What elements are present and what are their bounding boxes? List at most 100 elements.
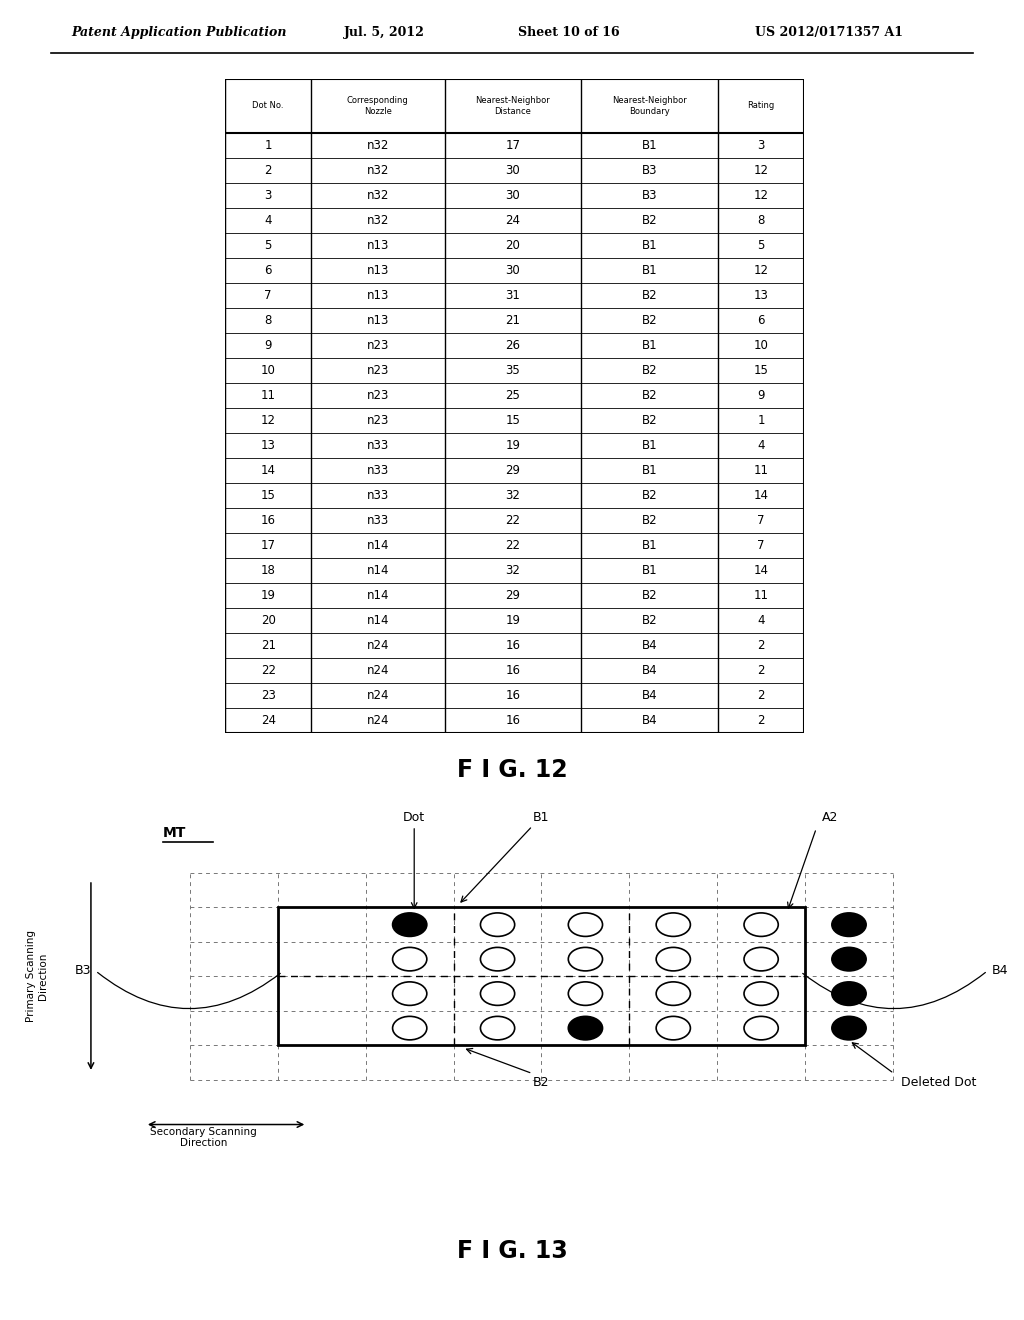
Text: n13: n13	[367, 289, 389, 302]
Text: F I G. 13: F I G. 13	[457, 1238, 567, 1263]
Text: 1: 1	[757, 413, 765, 426]
Text: B2: B2	[642, 314, 657, 327]
Text: n13: n13	[367, 314, 389, 327]
Text: 19: 19	[506, 614, 520, 627]
Text: 26: 26	[506, 339, 520, 351]
Text: 12: 12	[754, 264, 768, 277]
Ellipse shape	[744, 948, 778, 972]
Text: B1: B1	[642, 564, 657, 577]
Text: n14: n14	[367, 589, 389, 602]
Text: 21: 21	[261, 639, 275, 652]
Ellipse shape	[831, 913, 866, 936]
Text: 3: 3	[264, 189, 272, 202]
Text: B2: B2	[642, 289, 657, 302]
Text: 11: 11	[754, 463, 768, 477]
Text: 23: 23	[261, 689, 275, 702]
Ellipse shape	[392, 982, 427, 1006]
Ellipse shape	[392, 1016, 427, 1040]
Text: 15: 15	[506, 413, 520, 426]
Text: B2: B2	[642, 388, 657, 401]
Text: n14: n14	[367, 614, 389, 627]
Text: Nearest-Neighbor
Boundary: Nearest-Neighbor Boundary	[612, 96, 687, 116]
Text: B2: B2	[642, 513, 657, 527]
Text: 35: 35	[506, 364, 520, 376]
Ellipse shape	[831, 948, 866, 972]
Text: n33: n33	[367, 438, 389, 451]
Text: Dot: Dot	[403, 810, 425, 824]
Text: n33: n33	[367, 488, 389, 502]
Text: n32: n32	[367, 214, 389, 227]
Text: 16: 16	[506, 664, 520, 677]
Text: n23: n23	[367, 413, 389, 426]
Text: n32: n32	[367, 164, 389, 177]
Text: 8: 8	[264, 314, 272, 327]
Text: 12: 12	[261, 413, 275, 426]
Text: 13: 13	[261, 438, 275, 451]
Ellipse shape	[568, 1016, 602, 1040]
Text: n24: n24	[367, 689, 389, 702]
Text: 29: 29	[506, 463, 520, 477]
Text: B4: B4	[642, 639, 657, 652]
Text: n14: n14	[367, 564, 389, 577]
Text: B4: B4	[992, 964, 1009, 977]
Ellipse shape	[831, 982, 866, 1006]
Text: B1: B1	[534, 810, 550, 824]
Text: Corresponding
Nozzle: Corresponding Nozzle	[347, 96, 409, 116]
Text: B2: B2	[642, 214, 657, 227]
Text: B4: B4	[642, 714, 657, 726]
Text: 14: 14	[754, 564, 768, 577]
Text: 15: 15	[261, 488, 275, 502]
Text: B2: B2	[642, 488, 657, 502]
Ellipse shape	[656, 1016, 690, 1040]
Text: B1: B1	[642, 239, 657, 252]
Text: B2: B2	[534, 1076, 550, 1089]
Text: B2: B2	[642, 413, 657, 426]
Text: Secondary Scanning
Direction: Secondary Scanning Direction	[151, 1127, 257, 1148]
Text: 31: 31	[506, 289, 520, 302]
Text: 2: 2	[757, 689, 765, 702]
Text: B1: B1	[642, 463, 657, 477]
Text: 32: 32	[506, 564, 520, 577]
Text: Deleted Dot: Deleted Dot	[901, 1076, 977, 1089]
Ellipse shape	[656, 913, 690, 936]
Ellipse shape	[480, 982, 515, 1006]
Ellipse shape	[392, 948, 427, 972]
Text: n13: n13	[367, 264, 389, 277]
Text: 17: 17	[261, 539, 275, 552]
Text: B2: B2	[642, 589, 657, 602]
Text: 7: 7	[757, 539, 765, 552]
Text: A2: A2	[821, 810, 838, 824]
Text: Dot No.: Dot No.	[253, 102, 284, 111]
Bar	[278, 907, 805, 1045]
Text: 7: 7	[757, 513, 765, 527]
Text: B4: B4	[642, 664, 657, 677]
Text: B3: B3	[642, 164, 657, 177]
Text: B1: B1	[642, 339, 657, 351]
Text: n33: n33	[367, 513, 389, 527]
Text: 13: 13	[754, 289, 768, 302]
Ellipse shape	[568, 913, 602, 936]
Ellipse shape	[480, 1016, 515, 1040]
Text: 19: 19	[261, 589, 275, 602]
Text: B1: B1	[642, 264, 657, 277]
Text: 14: 14	[261, 463, 275, 477]
Text: MT: MT	[163, 826, 186, 840]
Text: n23: n23	[367, 388, 389, 401]
Text: Nearest-Neighbor
Distance: Nearest-Neighbor Distance	[475, 96, 550, 116]
Text: n13: n13	[367, 239, 389, 252]
Text: 22: 22	[261, 664, 275, 677]
Text: Jul. 5, 2012: Jul. 5, 2012	[344, 26, 424, 40]
Text: 20: 20	[506, 239, 520, 252]
Text: 9: 9	[264, 339, 272, 351]
Text: 2: 2	[264, 164, 272, 177]
Ellipse shape	[744, 1016, 778, 1040]
Text: 2: 2	[757, 714, 765, 726]
Text: 20: 20	[261, 614, 275, 627]
Text: 1: 1	[264, 139, 272, 152]
Text: B2: B2	[642, 364, 657, 376]
Text: 2: 2	[757, 664, 765, 677]
Text: 30: 30	[506, 264, 520, 277]
Text: 5: 5	[264, 239, 272, 252]
Ellipse shape	[656, 948, 690, 972]
Ellipse shape	[568, 982, 602, 1006]
